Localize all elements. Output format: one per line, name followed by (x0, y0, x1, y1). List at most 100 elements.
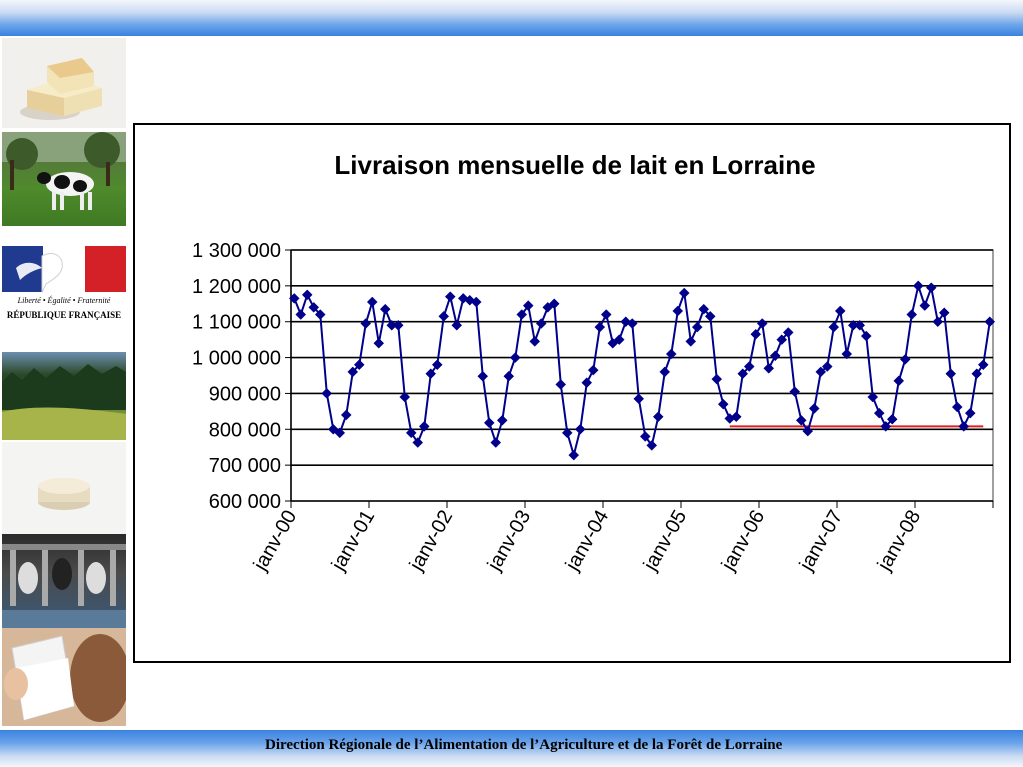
forest-image (2, 352, 126, 440)
axes: 600 000 700 000 800 000 900 000 1 000 000 1 1… (192, 240, 994, 576)
data-point (626, 318, 638, 329)
data-point (613, 334, 625, 345)
x-tick-label: janv-04 (561, 507, 613, 576)
x-tick-label: janv-03 (483, 507, 535, 576)
x-tick-label: janv-06 (717, 507, 769, 576)
data-point (477, 370, 489, 382)
data-point (964, 407, 976, 419)
milk-delivery-chart: Livraison mensuelle de lait en Lorraine … (192, 150, 996, 576)
data-point (815, 366, 827, 378)
data-point (873, 407, 885, 419)
cow-image (2, 132, 126, 226)
top-gradient-bar (0, 0, 1023, 36)
data-point (828, 321, 840, 333)
data-point (392, 319, 404, 331)
data-point (425, 368, 437, 380)
data-point (347, 366, 359, 378)
data-point (867, 391, 879, 403)
data-point (405, 427, 417, 439)
data-point (958, 421, 970, 432)
x-tick-label: janv-05 (639, 507, 691, 576)
data-point (587, 364, 599, 376)
data-point (366, 296, 378, 308)
data-point (555, 379, 567, 390)
data-point (938, 307, 950, 319)
data-point (373, 337, 385, 349)
data-point (438, 310, 450, 322)
data-point (444, 291, 456, 302)
data-point (945, 368, 957, 380)
data-point (743, 361, 755, 372)
data-point (665, 348, 677, 360)
data-point (568, 449, 580, 461)
data-point (672, 305, 684, 317)
y-tick-label: 600 000 (209, 491, 281, 513)
data-point (594, 321, 606, 333)
x-tick-label: janv-01 (327, 507, 379, 576)
data-point (496, 414, 508, 426)
data-point (984, 316, 996, 328)
data-point (776, 334, 788, 345)
data-point (750, 328, 762, 340)
data-point (295, 309, 307, 320)
data-point (685, 336, 697, 347)
y-tick-label: 1 200 000 (192, 276, 281, 298)
x-tick-label: janv-07 (795, 507, 847, 576)
milking-parlor-image (2, 534, 126, 628)
data-point (919, 300, 931, 311)
data-point (379, 303, 391, 315)
data-point (951, 401, 963, 413)
data-point (308, 302, 320, 313)
round-cheese-image (2, 442, 126, 534)
chart-container: Livraison mensuelle de lait en Lorraine … (133, 123, 1011, 663)
data-point (821, 361, 833, 372)
republique-francaise-logo: Liberté • Égalité • Fraternité RÉPUBLIQU… (2, 246, 126, 330)
y-tick-label: 1 100 000 (192, 312, 281, 334)
data-point (509, 352, 521, 363)
data-point (574, 423, 586, 435)
y-tick-label: 900 000 (209, 383, 281, 405)
data-point (841, 348, 853, 360)
data-point (678, 287, 690, 299)
y-tick-label: 1 000 000 (192, 348, 281, 370)
cheese-image (2, 38, 126, 128)
data-point (581, 377, 593, 389)
data-point (763, 362, 775, 374)
drinking-milk-image (2, 628, 126, 726)
x-tick-label: janv-00 (249, 507, 301, 576)
data-point (698, 303, 710, 315)
data-point (418, 421, 430, 432)
data-point (756, 318, 768, 329)
data-point (932, 316, 944, 328)
y-tick-label: 700 000 (209, 455, 281, 477)
data-point (802, 425, 814, 437)
y-tick-label: 1 300 000 (192, 240, 281, 262)
data-point (789, 386, 801, 397)
data-point (431, 359, 443, 371)
data-point (977, 359, 989, 371)
bottom-gradient-bar (0, 730, 1023, 767)
data-point (659, 366, 671, 378)
data-point (912, 280, 924, 292)
data-point (561, 427, 573, 439)
footer-text: Direction Régionale de l’Alimentation de… (265, 737, 783, 753)
data-point (854, 319, 866, 331)
data-point (906, 309, 918, 320)
data-point (314, 309, 326, 320)
data-point (516, 309, 528, 320)
data-point (971, 368, 983, 380)
data-point (334, 427, 346, 439)
data-point (860, 330, 872, 342)
data-point (711, 373, 723, 385)
data-point (834, 305, 846, 317)
x-tick-label: janv-08 (873, 507, 925, 576)
logo-name: RÉPUBLIQUE FRANÇAISE (6, 310, 122, 320)
data-point (399, 391, 411, 403)
data-point (412, 437, 424, 448)
data-point (808, 403, 820, 414)
data-point (535, 318, 547, 329)
data-point (340, 409, 352, 421)
data-point (503, 370, 515, 382)
data-point (360, 318, 372, 329)
data-point (639, 431, 651, 442)
